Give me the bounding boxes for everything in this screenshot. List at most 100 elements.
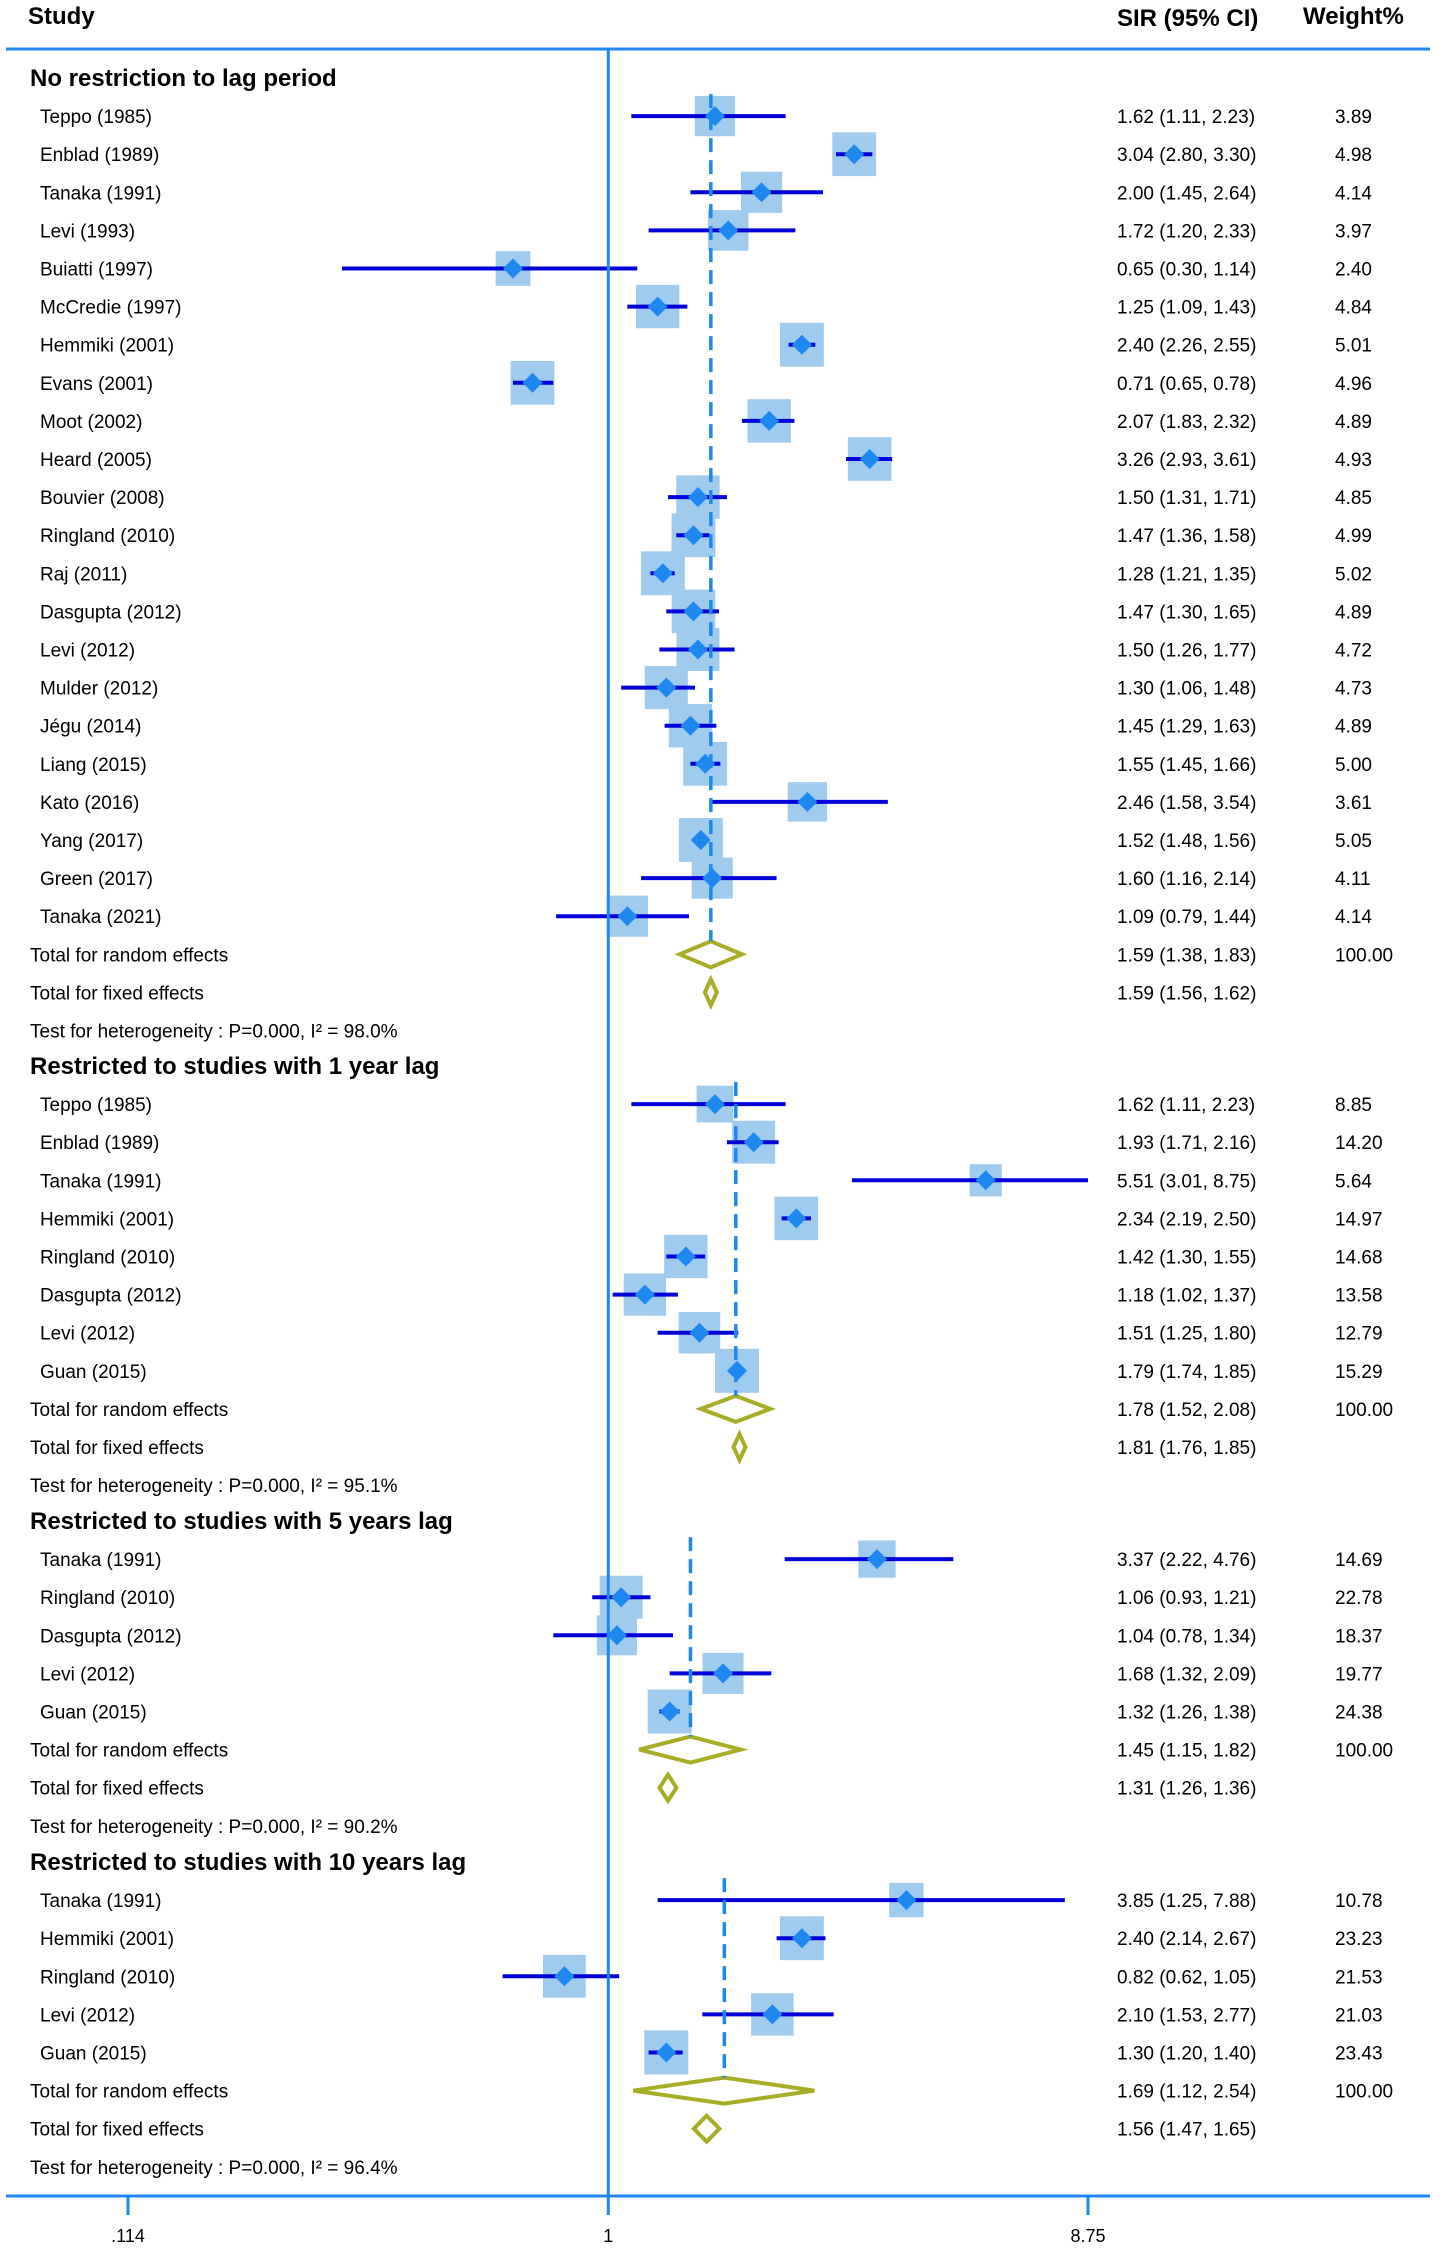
point-estimate — [606, 1625, 627, 1646]
study-weight: 14.20 — [1335, 1133, 1383, 1154]
study-ci-text: 2.40 (2.14, 2.67) — [1117, 1929, 1256, 1950]
fixed-effects-diamond — [657, 1771, 679, 1805]
study-row: Dasgupta (2012) 1.18 (1.02, 1.37) 13.58 — [40, 1273, 1383, 1316]
study-weight: 18.37 — [1335, 1626, 1383, 1647]
random-effects-weight: 100.00 — [1335, 945, 1393, 966]
study-name: Yang (2017) — [40, 831, 143, 852]
heterogeneity-text: Test for heterogeneity : P=0.000, I² = 9… — [30, 1476, 398, 1497]
random-effects-weight: 100.00 — [1335, 2082, 1393, 2103]
random-effects-label: Total for random effects — [30, 2082, 228, 2103]
study-row: Enblad (1989) 1.93 (1.71, 2.16) 14.20 — [40, 1120, 1383, 1164]
study-ci-text: 2.40 (2.26, 2.55) — [1117, 336, 1256, 357]
heterogeneity-text: Test for heterogeneity : P=0.000, I² = 9… — [30, 2158, 398, 2179]
study-ci-text: 3.37 (2.22, 4.76) — [1117, 1550, 1256, 1571]
fixed-effects-row: Total for fixed effects 1.59 (1.56, 1.62) — [30, 974, 1256, 1011]
study-weight: 4.14 — [1335, 183, 1372, 204]
study-name: Jégu (2014) — [40, 717, 141, 738]
study-ci-text: 2.00 (1.45, 2.64) — [1117, 183, 1256, 204]
study-row: Guan (2015) 1.79 (1.74, 1.85) 15.29 — [40, 1348, 1383, 1393]
study-row: Ringland (2010) 1.42 (1.30, 1.55) 14.68 — [40, 1234, 1383, 1279]
random-effects-ci-text: 1.59 (1.38, 1.83) — [1117, 945, 1256, 966]
point-estimate — [844, 144, 865, 165]
study-weight: 13.58 — [1335, 1286, 1383, 1307]
random-effects-diamond — [674, 939, 748, 970]
random-effects-row: Total for random effects 1.59 (1.38, 1.83… — [30, 939, 1393, 970]
point-estimate — [634, 1284, 655, 1305]
study-weight: 24.38 — [1335, 1703, 1383, 1724]
point-estimate — [617, 906, 638, 927]
point-estimate — [680, 715, 701, 736]
study-name: Hemmiki (2001) — [40, 336, 174, 357]
study-name: Dasgupta (2012) — [40, 1626, 182, 1647]
study-ci-text: 1.60 (1.16, 2.14) — [1117, 869, 1256, 890]
study-name: Teppo (1985) — [40, 1095, 152, 1116]
point-estimate — [791, 1928, 812, 1949]
study-weight: 5.64 — [1335, 1171, 1372, 1192]
study-row: Jégu (2014) 1.45 (1.29, 1.63) 4.89 — [40, 703, 1372, 748]
study-row: Evans (2001) 0.71 (0.65, 0.78) 4.96 — [40, 360, 1372, 405]
random-effects-diamond — [695, 1393, 776, 1425]
point-estimate — [718, 220, 739, 241]
study-row: Moot (2002) 2.07 (1.83, 2.32) 4.89 — [40, 399, 1372, 443]
study-weight: 4.85 — [1335, 488, 1372, 509]
study-ci-text: 1.79 (1.74, 1.85) — [1117, 1362, 1256, 1383]
study-name: Evans (2001) — [40, 374, 153, 395]
study-ci-text: 0.71 (0.65, 0.78) — [1117, 374, 1256, 395]
study-weight: 5.00 — [1335, 755, 1372, 776]
fixed-effects-ci-text: 1.59 (1.56, 1.62) — [1117, 983, 1256, 1004]
study-weight: 22.78 — [1335, 1588, 1383, 1609]
study-weight: 4.14 — [1335, 907, 1372, 928]
study-weight: 3.61 — [1335, 793, 1372, 814]
study-name: Levi (2012) — [40, 1324, 135, 1345]
point-estimate — [975, 1170, 996, 1191]
study-ci-text: 1.93 (1.71, 2.16) — [1117, 1133, 1256, 1154]
x-tick-label: 1 — [603, 2226, 613, 2246]
header-weight: Weight% — [1303, 3, 1404, 30]
study-ci-text: 1.42 (1.30, 1.55) — [1117, 1248, 1256, 1269]
study-row: Tanaka (1991) 5.51 (3.01, 8.75) 5.64 — [40, 1164, 1372, 1197]
study-ci-text: 1.30 (1.20, 1.40) — [1117, 2044, 1256, 2065]
study-row: Levi (2012) 1.68 (1.32, 2.09) 19.77 — [40, 1652, 1383, 1694]
study-row: Levi (1993) 1.72 (1.20, 2.33) 3.97 — [40, 210, 1372, 251]
study-weight: 4.84 — [1335, 298, 1372, 319]
random-effects-diamond — [638, 1734, 749, 1765]
study-row: Yang (2017) 1.52 (1.48, 1.56) 5.05 — [40, 818, 1372, 862]
fixed-effects-row: Total for fixed effects 1.81 (1.76, 1.85) — [30, 1429, 1256, 1465]
study-ci-text: 5.51 (3.01, 8.75) — [1117, 1171, 1256, 1192]
study-ci-text: 1.25 (1.09, 1.43) — [1117, 298, 1256, 319]
random-effects-label: Total for random effects — [30, 945, 228, 966]
study-name: Tanaka (1991) — [40, 1891, 161, 1912]
study-name: Dasgupta (2012) — [40, 602, 182, 623]
point-estimate — [503, 258, 524, 279]
study-weight: 14.97 — [1335, 1209, 1383, 1230]
study-row: Heard (2005) 3.26 (2.93, 3.61) 4.93 — [40, 437, 1372, 481]
point-estimate — [690, 830, 711, 850]
study-ci-text: 3.85 (1.25, 7.88) — [1117, 1891, 1256, 1912]
study-row: Tanaka (1991) 2.00 (1.45, 2.64) 4.14 — [40, 171, 1372, 213]
study-name: Bouvier (2008) — [40, 488, 165, 509]
point-estimate — [683, 601, 704, 622]
study-row: Bouvier (2008) 1.50 (1.31, 1.71) 4.85 — [40, 475, 1372, 519]
section-title: Restricted to studies with 5 years lag — [30, 1508, 453, 1535]
random-effects-ci-text: 1.78 (1.52, 2.08) — [1117, 1400, 1256, 1421]
study-row: Liang (2015) 1.55 (1.45, 1.66) 5.00 — [40, 741, 1372, 786]
study-weight: 21.03 — [1335, 2005, 1383, 2026]
study-name: Tanaka (1991) — [40, 1550, 161, 1571]
study-name: McCredie (1997) — [40, 298, 182, 319]
point-estimate — [743, 1132, 764, 1153]
study-ci-text: 1.06 (0.93, 1.21) — [1117, 1588, 1256, 1609]
study-row: Ringland (2010) 0.82 (0.62, 1.05) 21.53 — [40, 1954, 1383, 1998]
study-row: Tanaka (2021) 1.09 (0.79, 1.44) 4.14 — [40, 895, 1372, 937]
study-weight: 23.43 — [1335, 2044, 1383, 2065]
heterogeneity-text: Test for heterogeneity : P=0.000, I² = 9… — [30, 1817, 398, 1838]
point-estimate — [554, 1966, 575, 1987]
study-ci-text: 1.04 (0.78, 1.34) — [1117, 1626, 1256, 1647]
point-estimate — [611, 1587, 632, 1608]
random-effects-diamond — [633, 2075, 815, 2106]
header-sir: SIR (95% CI) — [1117, 5, 1258, 32]
study-ci-text: 1.62 (1.11, 2.23) — [1117, 107, 1255, 128]
fixed-effects-ci-text: 1.56 (1.47, 1.65) — [1117, 2120, 1256, 2141]
study-weight: 4.72 — [1335, 641, 1372, 662]
study-name: Ringland (2010) — [40, 1967, 175, 1988]
study-row: Teppo (1985) 1.62 (1.11, 2.23) 3.89 — [40, 95, 1372, 137]
